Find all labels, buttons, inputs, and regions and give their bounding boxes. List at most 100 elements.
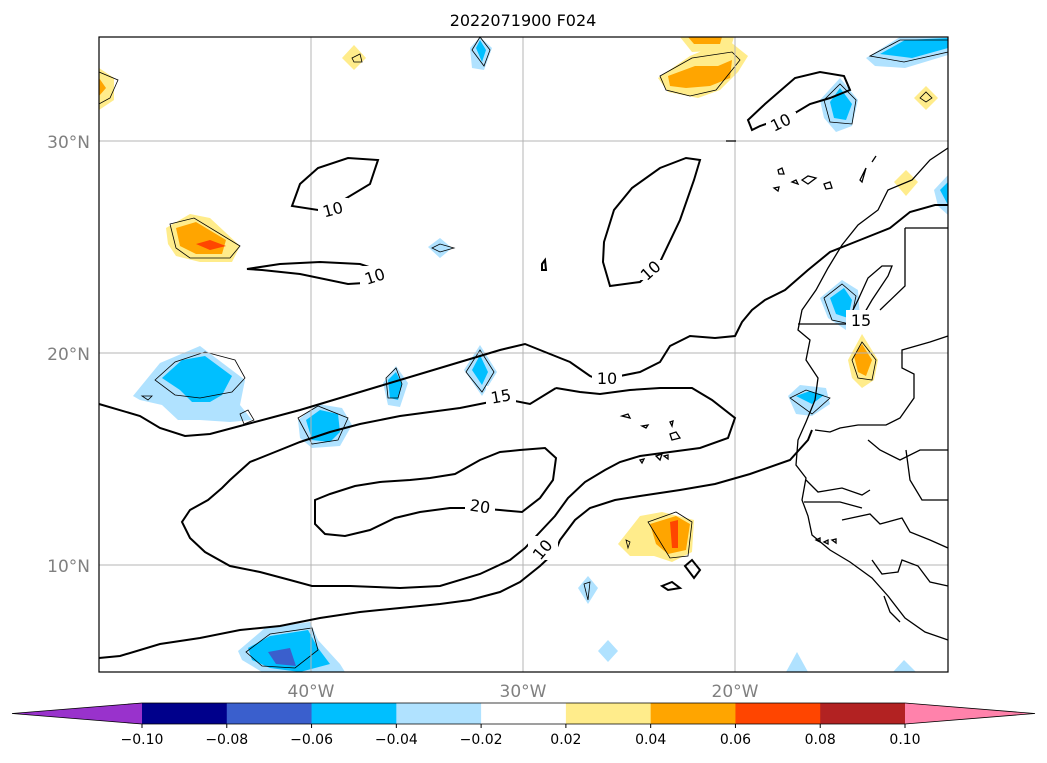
colorbar-segment — [481, 703, 567, 724]
patch-outline — [169, 217, 241, 259]
label-bg — [528, 536, 558, 560]
patch-neg-mid — [880, 38, 948, 58]
island — [638, 458, 646, 465]
contour-label-10: 10 — [321, 198, 346, 222]
island — [669, 420, 674, 428]
coastline-africa — [795, 147, 949, 641]
isoline-15 — [180, 387, 737, 590]
island — [830, 538, 837, 545]
colorbar-tick-label: 0.08 — [805, 732, 836, 748]
patch-neg-mid — [306, 410, 340, 442]
lon-labels: 40°W 30°W 20°W — [288, 682, 759, 702]
gridlines — [99, 37, 948, 672]
lon-label: 30°W — [500, 682, 547, 702]
colorbar-tick-label: 0.04 — [635, 732, 666, 748]
isoline-10 — [601, 156, 702, 288]
island — [790, 179, 800, 186]
label-bg — [636, 260, 666, 280]
patch-neg-light — [786, 652, 808, 672]
lon-label: 20°W — [712, 682, 759, 702]
colorbar-extend-min — [12, 703, 142, 724]
patch-neg-light — [893, 660, 916, 672]
patch-pos-mid — [668, 60, 732, 88]
patch-outline — [823, 83, 857, 125]
colorbar-segment — [650, 703, 736, 724]
colorbar-segment — [565, 703, 652, 724]
lat-label: 20°N — [47, 345, 90, 365]
patch-pos-strong — [196, 240, 226, 250]
colorbar-tick-label: 0.10 — [889, 732, 920, 748]
patch-pos-mid — [854, 344, 872, 376]
isoline-10 — [541, 257, 548, 271]
border-line — [879, 228, 906, 311]
label-bg — [465, 496, 495, 516]
colorbar-tick-label: −0.04 — [375, 732, 418, 748]
contour-label-20: 20 — [469, 496, 492, 518]
label-bg — [592, 368, 622, 388]
patch-outline — [583, 581, 591, 601]
patch-outline — [351, 53, 363, 63]
patch-outline — [471, 36, 491, 67]
patch-pos-mid — [688, 37, 722, 44]
island — [669, 431, 682, 441]
isoline-10 — [746, 70, 852, 132]
colorbar-tick-label: −0.06 — [290, 732, 333, 748]
patch-neg-mid — [162, 356, 232, 402]
patch-outline — [851, 341, 877, 381]
colorbar-extend-max — [905, 703, 1035, 724]
border-line — [883, 595, 901, 623]
border-line — [905, 449, 948, 501]
island — [654, 452, 664, 462]
island — [639, 424, 650, 429]
patch-neg-mid — [388, 372, 402, 400]
border-line — [814, 335, 949, 433]
patch-pos-strong — [670, 520, 678, 548]
patch-neg-mid — [796, 391, 824, 404]
colorbar-segment — [820, 703, 906, 724]
label-bg — [846, 310, 876, 330]
patch-outline — [140, 395, 153, 401]
colorbar-segment — [396, 703, 482, 724]
island — [619, 413, 632, 419]
patch-outline — [659, 51, 741, 97]
colorbar-tick-label: 0.06 — [720, 732, 751, 748]
contour-label-15: 15 — [489, 385, 512, 407]
island — [662, 454, 669, 461]
patch-outline — [625, 539, 631, 550]
contour-label-10: 10 — [597, 369, 617, 388]
patch-outline — [245, 627, 319, 669]
lat-label: 30°N — [47, 133, 90, 153]
colorbar-segment — [226, 703, 313, 724]
patch-outline — [385, 367, 403, 399]
patch-neg-light — [428, 238, 452, 258]
coastline-iberia — [859, 155, 877, 184]
patch-outline — [647, 511, 693, 559]
island — [822, 538, 829, 546]
coastlines — [619, 140, 949, 641]
island — [772, 186, 780, 193]
label-bg — [360, 266, 390, 286]
map-title: 2022071900 F024 — [450, 11, 597, 30]
patch-pos-mid — [650, 516, 690, 554]
island — [777, 167, 785, 175]
patch-neg-light — [578, 576, 598, 604]
island — [823, 181, 833, 190]
colorbar-segment — [142, 703, 228, 724]
border-line — [805, 479, 871, 496]
border-line — [841, 513, 949, 549]
patch-pos-light — [99, 68, 114, 110]
isoline-20 — [314, 446, 558, 538]
lon-label: 40°W — [288, 682, 335, 702]
patch-outline — [239, 409, 255, 425]
isoline-10 — [683, 558, 702, 580]
patch-outline — [919, 91, 933, 103]
contour-labels: 10 10 10 10 10 10 15 15 20 — [318, 110, 876, 564]
colorbar: −0.10 −0.08 −0.06 −0.04 −0.02 0.02 0.04 0.06 0.0… — [11, 702, 1036, 748]
lat-labels: 30°N 20°N 10°N — [47, 133, 90, 577]
label-bg — [318, 198, 348, 218]
isoline-10 — [659, 580, 683, 592]
patch-pos-light — [342, 45, 366, 70]
lat-label: 10°N — [47, 557, 90, 577]
colorbar-tick-label: 0.02 — [550, 732, 581, 748]
